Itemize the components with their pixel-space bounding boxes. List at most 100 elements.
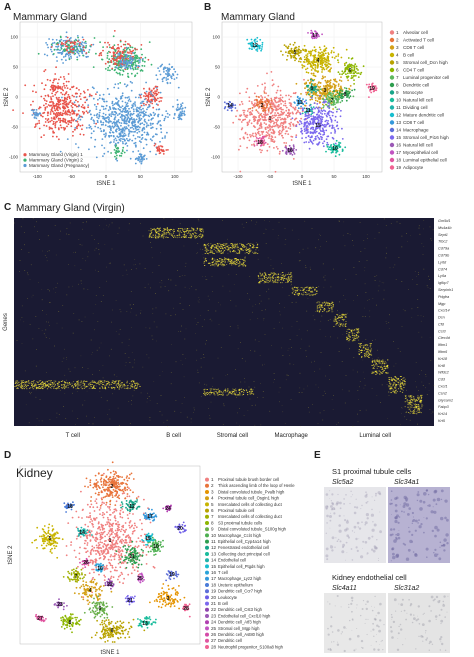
heatmap-cell <box>283 275 285 277</box>
scatter-point <box>322 98 325 101</box>
scatter-point <box>137 159 140 162</box>
scatter-point <box>271 103 274 106</box>
scatter-point <box>308 109 311 112</box>
cluster-label: 16 <box>287 148 293 154</box>
heatmap-cell <box>236 247 238 249</box>
heatmap-cell <box>165 233 167 235</box>
scatter-point <box>113 123 116 125</box>
scatter-point <box>341 148 344 151</box>
scatter-point <box>315 130 318 133</box>
scatter-point <box>248 47 251 50</box>
scatter-point <box>140 160 143 163</box>
scatter-point <box>263 122 266 124</box>
heatmap-cell <box>277 274 279 275</box>
scatter-point <box>282 126 285 128</box>
scatter-point <box>113 103 116 106</box>
scatter-point <box>183 113 186 116</box>
heatmap-cell <box>204 250 206 251</box>
legend-number: 14 <box>396 128 402 133</box>
scatter-point <box>103 152 106 155</box>
scatter-point <box>38 122 41 124</box>
scatter-point <box>52 81 54 84</box>
scatter-point <box>309 78 312 81</box>
scatter-point <box>62 82 65 85</box>
scatter-point <box>157 113 160 116</box>
scatter-point <box>312 123 315 126</box>
scatter-point <box>74 110 76 112</box>
scatter-point <box>124 127 127 130</box>
heatmap-cell <box>167 237 169 238</box>
legend-label: Adipocyte <box>403 165 424 170</box>
heatmap-cell <box>209 250 212 252</box>
heatmap-cell <box>246 249 248 251</box>
scatter-point <box>137 120 140 123</box>
heatmap-cell <box>194 232 197 234</box>
scatter-point <box>126 115 129 117</box>
scatter-point <box>59 103 62 105</box>
scatter-point <box>316 36 319 38</box>
heatmap-cell <box>211 248 213 249</box>
heatmap-cell <box>153 229 155 230</box>
scatter-point <box>52 79 55 82</box>
scatter-point <box>50 109 53 112</box>
scatter-point <box>68 97 71 100</box>
scatter-point <box>285 146 287 149</box>
scatter-point <box>161 145 164 148</box>
scatter-point <box>278 129 281 132</box>
heatmap-cell <box>203 245 205 247</box>
scatter-point <box>127 99 130 102</box>
scatter-point <box>248 121 250 123</box>
scatter-point <box>57 105 59 108</box>
scatter-point <box>353 79 355 81</box>
heatmap-cell <box>248 247 250 249</box>
heatmap-cell <box>185 231 187 233</box>
scatter-point <box>109 69 111 72</box>
scatter-point <box>75 105 78 108</box>
scatter-point <box>59 124 62 127</box>
heatmap-cell <box>283 280 285 281</box>
scatter-point <box>251 48 253 50</box>
heatmap-cell <box>177 230 179 231</box>
scatter-point <box>58 128 60 131</box>
legend-swatch <box>389 90 395 95</box>
scatter-point <box>65 45 67 47</box>
scatter-point <box>295 136 297 139</box>
scatter-point <box>313 111 315 114</box>
heatmap-cell <box>237 249 239 251</box>
scatter-point <box>266 126 269 129</box>
scatter-point <box>321 62 323 65</box>
scatter-point <box>105 132 107 135</box>
scatter-point <box>159 120 162 122</box>
heatmap-cell <box>152 228 154 230</box>
scatter-point <box>118 127 120 130</box>
scatter-point <box>49 101 51 103</box>
scatter-point <box>290 57 292 59</box>
heatmap-cell <box>191 235 193 237</box>
scatter-point <box>318 110 321 113</box>
scatter-point <box>294 92 297 95</box>
heatmap-cell <box>159 234 161 236</box>
scatter-point <box>127 52 130 54</box>
scatter-point <box>271 109 274 112</box>
heatmap-cell <box>156 228 158 229</box>
scatter-point <box>64 121 67 124</box>
scatter-point <box>319 124 321 126</box>
scatter-point <box>326 94 329 97</box>
scatter-point <box>245 91 248 94</box>
scatter-point <box>320 109 323 112</box>
scatter-point <box>121 118 123 120</box>
scatter-point <box>131 139 134 142</box>
scatter-point <box>122 108 125 110</box>
scatter-point <box>261 96 264 99</box>
scatter-point <box>320 107 323 110</box>
heatmap-cell <box>276 276 278 278</box>
scatter-point <box>325 59 328 62</box>
scatter-point <box>327 93 330 95</box>
scatter-point <box>143 87 145 90</box>
heatmap-cell <box>158 232 160 234</box>
scatter-point <box>148 105 151 108</box>
heatmap-cell <box>158 231 160 232</box>
scatter-point <box>89 93 91 96</box>
scatter-point <box>330 151 333 154</box>
scatter-point <box>255 116 257 119</box>
